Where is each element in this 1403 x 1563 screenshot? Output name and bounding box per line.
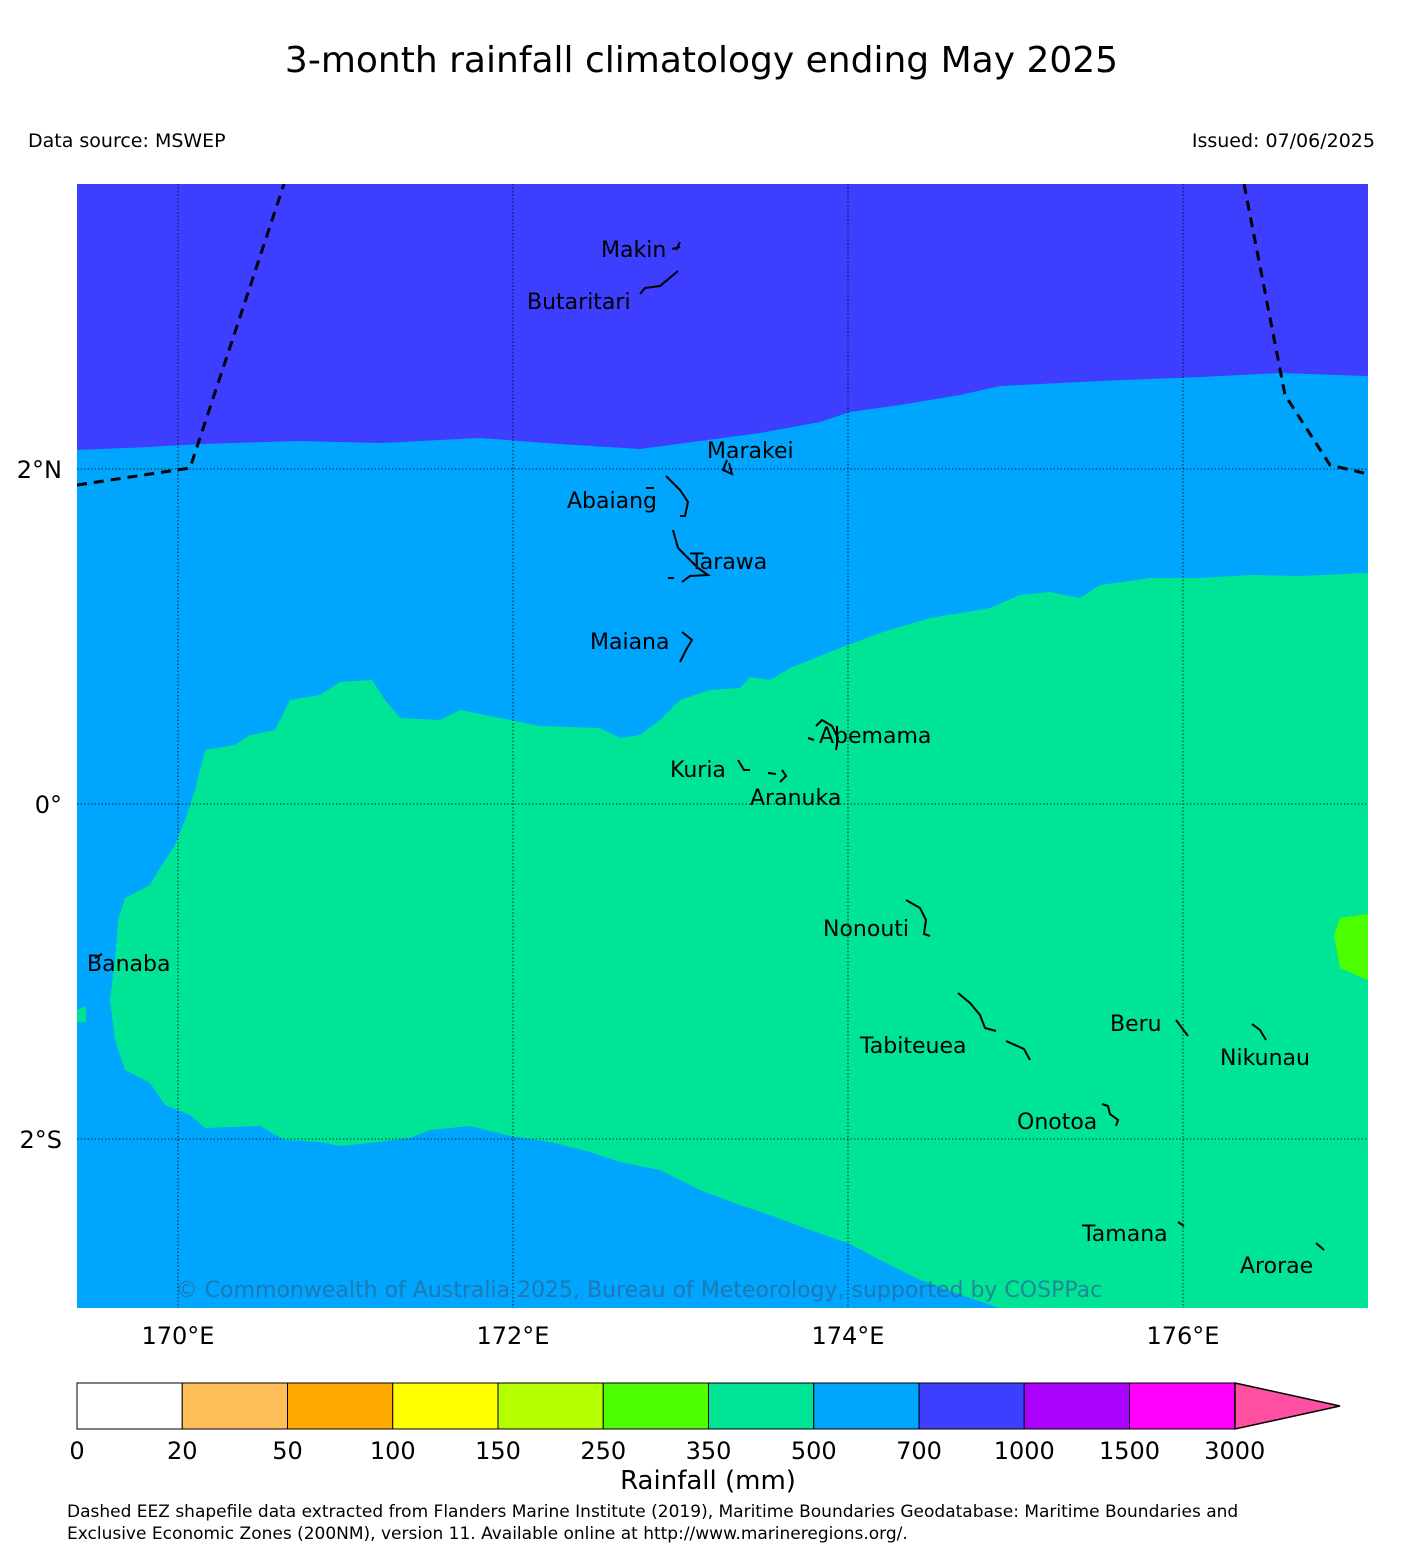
rain-region-350-500-fragment: [77, 1006, 86, 1022]
rainfall-map: Makin Butaritari Marakei Abaiang Tarawa …: [17, 184, 1368, 1496]
rain-region-250-350: [1334, 914, 1368, 980]
island-label-maiana: Maiana: [590, 630, 669, 655]
island-label-onotoa: Onotoa: [1017, 1110, 1097, 1135]
axis-labels: 2°N 0° 2°S 170°E 172°E 174°E 176°E: [17, 456, 1220, 1350]
colorbar-tick-label: 20: [167, 1437, 198, 1465]
colorbar-swatch: [708, 1382, 815, 1430]
colorbar-extension-arrow: [1234, 1382, 1341, 1430]
colorbar-swatch: [76, 1382, 183, 1430]
island-label-banaba: Banaba: [87, 952, 170, 977]
colorbar-tick-label: 700: [896, 1437, 942, 1465]
issued-date-label: Issued: 07/06/2025: [1191, 130, 1375, 152]
island-label-aranuka: Aranuka: [750, 786, 841, 811]
colorbar-tick-label: 250: [580, 1437, 626, 1465]
colorbar-swatch: [1129, 1382, 1236, 1430]
colorbar-tick-label: 500: [791, 1437, 837, 1465]
island-label-nikunau: Nikunau: [1220, 1046, 1310, 1071]
island-label-abaiang: Abaiang: [567, 489, 657, 514]
colorbar-swatch: [602, 1382, 709, 1430]
colorbar-swatch: [1023, 1382, 1130, 1430]
lon-label-176e: 176°E: [1147, 1322, 1220, 1350]
rain-region-700-1000: [77, 184, 1368, 450]
colorbar-tick-label: 3000: [1204, 1437, 1265, 1465]
colorbar-tick-label: 50: [272, 1437, 303, 1465]
colorbar-swatch: [392, 1382, 499, 1430]
colorbar-tick-label: 350: [686, 1437, 732, 1465]
island-label-abemama: Abemama: [819, 724, 931, 749]
footer-line-2: Exclusive Economic Zones (200NM), versio…: [67, 1524, 908, 1544]
lon-label-170e: 170°E: [142, 1322, 215, 1350]
island-label-makin: Makin: [601, 238, 666, 263]
island-label-tabiteuea: Tabiteuea: [859, 1034, 966, 1059]
footer-line-1: Dashed EEZ shapefile data extracted from…: [67, 1502, 1239, 1522]
island-outlines: [94, 241, 1325, 1251]
colorbar: 0 20 50 100 150 250 350 500 700 1000 1500 3000 Rain…: [69, 1382, 1341, 1496]
island-label-tamana: Tamana: [1081, 1222, 1168, 1247]
lat-label-2s: 2°S: [19, 1126, 62, 1154]
data-source-label: Data source: MSWEP: [28, 130, 226, 152]
colorbar-tick-label: 1500: [1099, 1437, 1160, 1465]
island-label-nonouti: Nonouti: [823, 917, 909, 942]
colorbar-tick-label: 100: [370, 1437, 416, 1465]
lat-label-2n: 2°N: [17, 456, 62, 484]
colorbar-swatch: [181, 1382, 288, 1430]
copyright-notice: © Commonwealth of Australia 2025, Bureau…: [176, 1278, 1102, 1303]
island-label-kuria: Kuria: [670, 758, 726, 783]
island-label-butaritari: Butaritari: [527, 290, 631, 315]
lat-label-0: 0°: [35, 791, 62, 819]
colorbar-tick-label: 0: [69, 1437, 84, 1465]
rain-region-350-500: [110, 573, 1368, 1308]
colorbar-swatch: [918, 1382, 1025, 1430]
colorbar-swatch: [287, 1382, 394, 1430]
footer-attribution: Dashed EEZ shapefile data extracted from…: [67, 1501, 1397, 1545]
colorbar-swatch: [813, 1382, 920, 1430]
colorbar-swatch: [497, 1382, 604, 1430]
island-label-marakei: Marakei: [707, 439, 794, 464]
island-label-beru: Beru: [1110, 1012, 1162, 1037]
colorbar-label: Rainfall (mm): [620, 1466, 796, 1496]
island-label-arorae: Arorae: [1240, 1254, 1313, 1279]
lon-label-172e: 172°E: [477, 1322, 550, 1350]
island-label-tarawa: Tarawa: [689, 550, 767, 575]
eez-boundaries: [77, 184, 1368, 487]
colorbar-tick-label: 150: [475, 1437, 521, 1465]
colorbar-tick-label: 1000: [994, 1437, 1055, 1465]
lon-label-174e: 174°E: [812, 1322, 885, 1350]
island-labels: Makin Butaritari Marakei Abaiang Tarawa …: [87, 238, 1313, 1279]
map-title: 3-month rainfall climatology ending May …: [284, 40, 1119, 81]
